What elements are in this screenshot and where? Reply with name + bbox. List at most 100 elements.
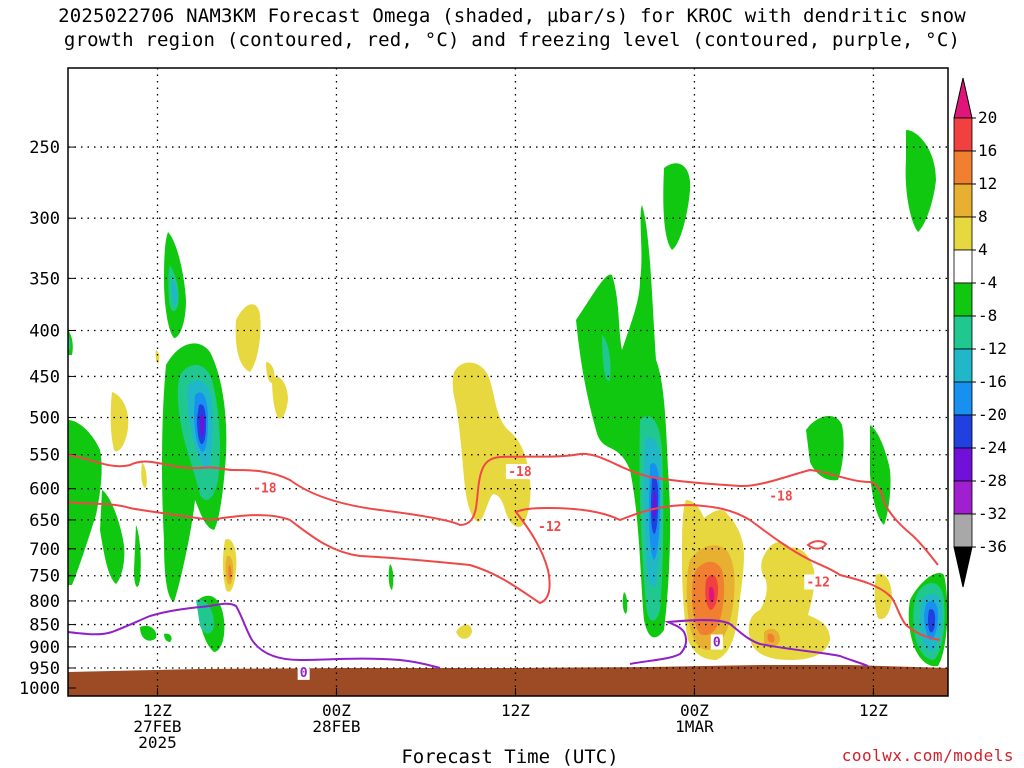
dgz-contour-minus12-small: [806, 540, 828, 550]
dgz-contour-label-bg: [250, 480, 279, 496]
omega-region: [155, 350, 160, 364]
colorbar-label: -12: [978, 339, 1007, 358]
omega-region: [456, 624, 472, 639]
omega-region: [164, 633, 172, 642]
colorbar-top-arrow: [953, 77, 973, 119]
freezing-contour-label-bg: [710, 634, 723, 650]
freezing-contour-label: 0: [300, 666, 308, 681]
y-tick-label: 250: [29, 138, 60, 158]
dgz-contour-label: -18: [769, 489, 793, 504]
y-tick-label: 300: [29, 209, 60, 229]
ground-terrain: [68, 665, 948, 696]
omega-region: [874, 573, 892, 620]
omega-region: [110, 392, 129, 452]
dgz-contour-label: -12: [806, 575, 829, 590]
dgz-contour-label-bg: [535, 519, 564, 535]
y-tick-label: 550: [29, 446, 60, 466]
colorbar-label: 16: [978, 141, 997, 160]
dgz-contour-minus12-left: [68, 501, 941, 641]
dgz-contour-label: -18: [253, 482, 277, 497]
y-tick-label: 500: [29, 409, 60, 429]
colorbar-swatch: [953, 348, 973, 383]
omega-region: [806, 415, 844, 481]
omega-region: [171, 278, 178, 306]
omega-region: [196, 599, 214, 634]
y-tick-label: 900: [29, 638, 60, 658]
omega-region: [140, 625, 157, 641]
omega-region: [709, 586, 715, 603]
contour-labels: -18 -18 -12 -18 -12 0 0: [250, 464, 833, 681]
chart-title: 2025022706 NAM3KM Forecast Omega (shaded…: [0, 4, 1024, 52]
omega-region: [927, 609, 936, 633]
y-tick-label: 800: [29, 592, 60, 612]
omega-shading: [68, 130, 948, 696]
y-tick-label: 700: [29, 540, 60, 560]
omega-region: [272, 376, 288, 419]
omega-region: [602, 335, 611, 381]
x-tick-label-top: 00Z: [322, 701, 351, 720]
colorbar-label: -32: [978, 504, 1007, 523]
colorbar-label: -28: [978, 471, 1007, 490]
omega-region: [388, 564, 394, 590]
colorbar-label: 4: [978, 240, 988, 259]
dgz-contour-label-bg: [804, 574, 833, 590]
y-tick-label: 450: [29, 367, 60, 387]
x-tick-label-bottom: 2025: [138, 733, 177, 752]
dgz-contour-minus18-left: [68, 452, 939, 566]
colorbar-swatch: [953, 513, 973, 548]
plot-frame: [67, 67, 949, 697]
colorbar-label: 8: [978, 207, 988, 226]
omega-region: [767, 633, 775, 643]
gridlines: [68, 68, 948, 696]
title-line-2: growth region (contoured, red, °C) and f…: [63, 29, 961, 51]
y-tick-label: 850: [29, 616, 60, 636]
colorbar-swatch: [953, 315, 973, 350]
freezing-contour-0-left: [68, 602, 441, 669]
omega-region: [452, 362, 531, 527]
x-tick-label-mid: 27FEB: [133, 717, 181, 736]
freezing-contours: [68, 602, 869, 669]
colorbar-swatch: [953, 282, 973, 317]
y-tick-label: 1000: [19, 679, 60, 699]
omega-region: [141, 462, 147, 488]
x-tick-label-top: 12Z: [501, 701, 530, 720]
x-tick-label-mid: 1MAR: [675, 717, 714, 736]
omega-region: [905, 130, 936, 232]
colorbar-label: 20: [978, 108, 997, 127]
omega-region: [870, 425, 891, 525]
x-axis-label: Forecast Time (UTC): [401, 746, 619, 768]
y-tick-label: 950: [29, 659, 60, 679]
freezing-contour-label: 0: [713, 636, 721, 651]
omega-region: [622, 592, 628, 614]
colorbar-swatch: [953, 447, 973, 482]
dgz-contour-label: -12: [538, 520, 561, 535]
colorbar-swatch: [953, 216, 973, 251]
dgz-contours: [68, 452, 941, 641]
colorbar-swatch: [953, 249, 973, 284]
omega-region: [663, 163, 691, 250]
freezing-contour-0-right: [629, 619, 869, 667]
y-tick-label: 350: [29, 269, 60, 289]
y-axis-ticks: 2503003504004505005506006507007508008509…: [19, 138, 76, 699]
dgz-contour-label: -18: [508, 465, 532, 480]
colorbar-swatch: [953, 414, 973, 449]
colorbar-swatch: [953, 381, 973, 416]
title-line-1: 2025022706 NAM3KM Forecast Omega (shaded…: [58, 5, 966, 27]
dgz-contour-label-bg: [505, 464, 534, 480]
omega-region: [100, 490, 125, 584]
y-tick-label: 600: [29, 480, 60, 500]
y-tick-label: 400: [29, 321, 60, 341]
colorbar-label: -16: [978, 372, 1007, 391]
freezing-contour-label-bg: [297, 664, 310, 680]
omega-region: [134, 525, 141, 587]
colorbar-label: 12: [978, 174, 997, 193]
colorbar-label: -4: [978, 273, 997, 292]
credit-link[interactable]: coolwx.com/models: [841, 746, 1014, 765]
colorbar-bottom-arrow: [953, 546, 973, 588]
colorbar-swatch: [953, 117, 973, 152]
y-tick-label: 650: [29, 511, 60, 531]
omega-region: [235, 304, 261, 372]
colorbar-swatch: [953, 150, 973, 185]
